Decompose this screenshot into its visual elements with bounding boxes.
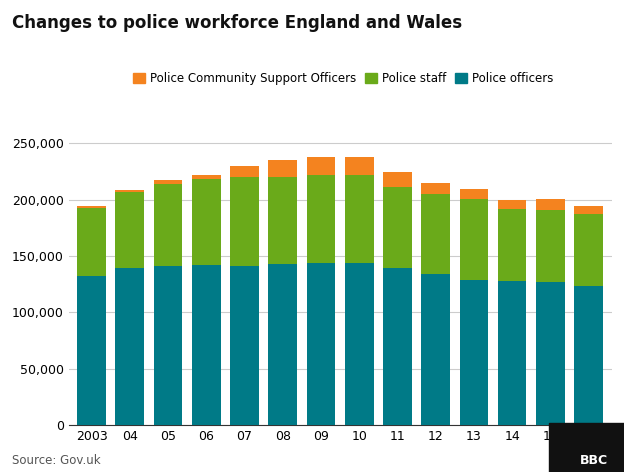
Bar bbox=[115, 269, 144, 425]
Bar bbox=[459, 279, 488, 425]
Bar bbox=[498, 209, 527, 281]
Bar bbox=[154, 184, 182, 266]
Bar bbox=[192, 265, 221, 425]
Bar bbox=[536, 282, 565, 425]
Bar bbox=[574, 206, 603, 214]
Bar bbox=[154, 266, 182, 425]
Bar bbox=[230, 177, 259, 266]
Bar bbox=[192, 175, 221, 179]
Bar bbox=[115, 192, 144, 269]
Bar bbox=[574, 214, 603, 287]
Bar bbox=[345, 263, 374, 425]
Bar bbox=[268, 264, 297, 425]
Bar bbox=[383, 171, 412, 187]
Bar bbox=[192, 179, 221, 265]
Bar bbox=[383, 269, 412, 425]
Bar bbox=[345, 157, 374, 175]
Bar bbox=[498, 200, 527, 209]
Bar bbox=[345, 175, 374, 263]
Text: Source: Gov.uk: Source: Gov.uk bbox=[12, 454, 101, 467]
Bar bbox=[421, 274, 450, 425]
Legend: Police Community Support Officers, Police staff, Police officers: Police Community Support Officers, Polic… bbox=[129, 67, 558, 90]
Bar bbox=[230, 167, 259, 177]
Bar bbox=[498, 281, 527, 425]
Bar bbox=[459, 189, 488, 199]
Bar bbox=[383, 187, 412, 269]
Bar bbox=[536, 210, 565, 282]
Bar bbox=[115, 190, 144, 192]
Bar bbox=[421, 183, 450, 194]
Bar bbox=[230, 266, 259, 425]
Bar bbox=[306, 263, 335, 425]
Bar bbox=[154, 180, 182, 184]
Text: BBC: BBC bbox=[580, 454, 608, 467]
Bar bbox=[77, 206, 106, 208]
Bar bbox=[306, 157, 335, 175]
Bar bbox=[268, 160, 297, 177]
Bar bbox=[574, 287, 603, 425]
Bar bbox=[459, 199, 488, 279]
Bar bbox=[421, 194, 450, 274]
Bar bbox=[306, 175, 335, 263]
Text: Changes to police workforce England and Wales: Changes to police workforce England and … bbox=[12, 14, 462, 32]
Bar bbox=[77, 276, 106, 425]
Bar bbox=[77, 208, 106, 276]
Bar bbox=[536, 199, 565, 210]
Bar bbox=[268, 177, 297, 264]
